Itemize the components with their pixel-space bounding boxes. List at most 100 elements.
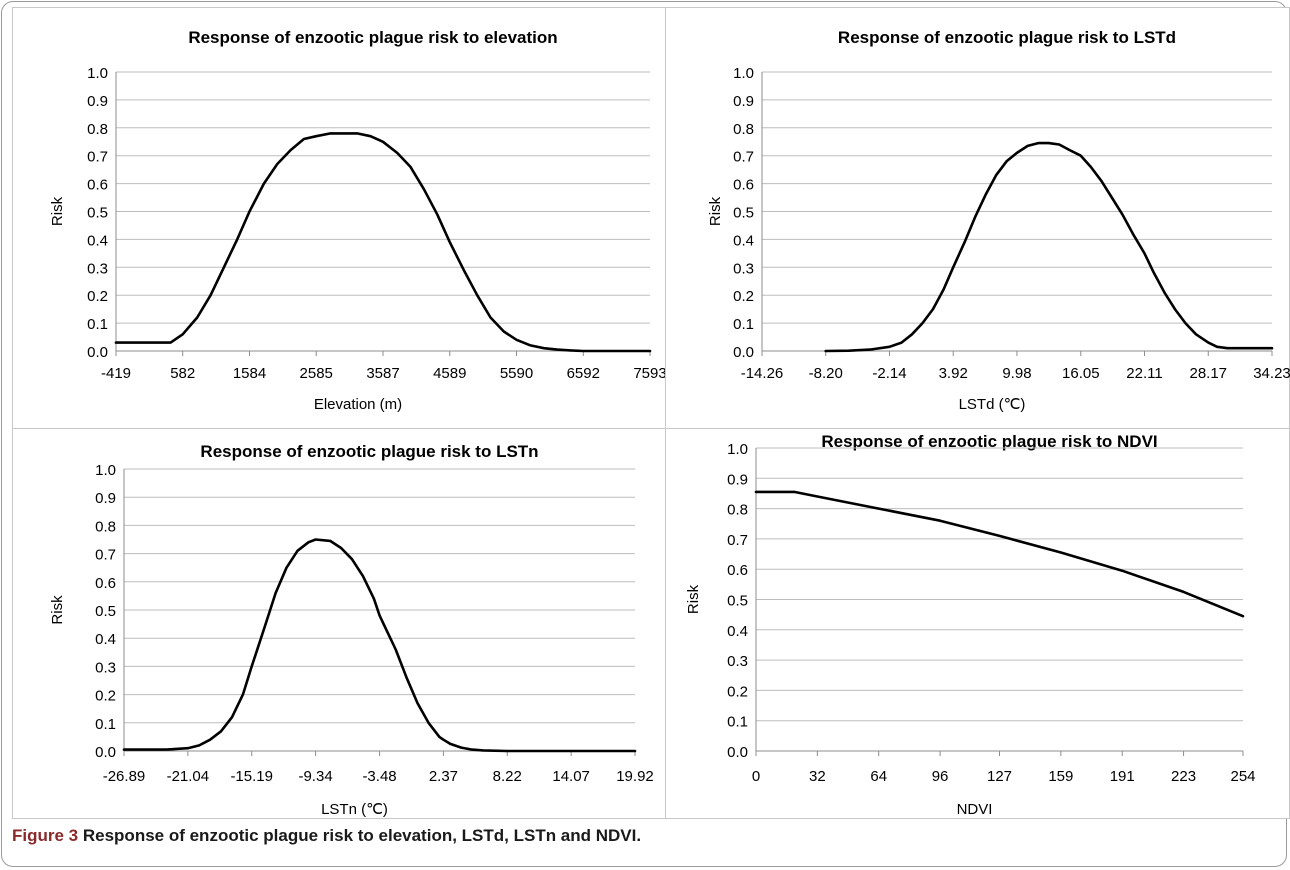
y-tick-label-lstn-9: 0.9 xyxy=(95,490,116,507)
y-tick-label-ndvi-4: 0.4 xyxy=(727,623,748,640)
chart-svg-lstn: Response of enzootic plague risk to LSTn… xyxy=(49,442,654,818)
x-tick-label-lstd-4: 9.98 xyxy=(1002,365,1031,382)
y-tick-label-elevation-10: 1.0 xyxy=(87,65,108,82)
y-axis-label-lstd: Risk xyxy=(707,196,724,226)
x-tick-label-elevation-5: 4589 xyxy=(433,365,466,382)
x-tick-label-lstn-0: -26.89 xyxy=(103,768,146,785)
chart-panel-ndvi: Response of enzootic plague risk to NDVI… xyxy=(665,428,1290,819)
chart-title-lstd: Response of enzootic plague risk to LSTd xyxy=(838,28,1176,47)
y-tick-label-elevation-0: 0.0 xyxy=(87,344,108,361)
y-tick-label-lstd-1: 0.1 xyxy=(733,316,754,333)
x-tick-label-lstn-6: 8.22 xyxy=(493,768,522,785)
x-tick-label-elevation-3: 2585 xyxy=(300,365,333,382)
x-axis-label-elevation: Elevation (m) xyxy=(314,396,402,413)
y-tick-label-lstn-0: 0.0 xyxy=(95,744,116,761)
x-tick-label-elevation-0: -419 xyxy=(101,365,131,382)
x-tick-label-elevation-1: 582 xyxy=(170,365,195,382)
figure-caption: Figure 3 Response of enzootic plague ris… xyxy=(12,826,641,846)
x-tick-label-elevation-4: 3587 xyxy=(366,365,399,382)
y-tick-label-lstd-10: 1.0 xyxy=(733,65,754,82)
x-tick-label-elevation-7: 6592 xyxy=(567,365,600,382)
chart-title-elevation: Response of enzootic plague risk to elev… xyxy=(188,28,557,47)
chart-title-ndvi: Response of enzootic plague risk to NDVI xyxy=(821,432,1157,451)
x-tick-label-ndvi-8: 254 xyxy=(1230,768,1255,785)
y-tick-label-ndvi-5: 0.5 xyxy=(727,593,748,610)
y-tick-label-lstn-6: 0.6 xyxy=(95,575,116,592)
y-tick-label-lstn-10: 1.0 xyxy=(95,462,116,479)
y-tick-label-elevation-1: 0.1 xyxy=(87,316,108,333)
x-tick-label-lstn-8: 19.92 xyxy=(616,768,654,785)
y-tick-label-lstn-5: 0.5 xyxy=(95,603,116,620)
chart-title-lstn: Response of enzootic plague risk to LSTn xyxy=(200,442,538,461)
x-tick-label-ndvi-2: 64 xyxy=(870,768,887,785)
y-tick-label-ndvi-1: 0.1 xyxy=(727,714,748,731)
y-tick-label-elevation-4: 0.4 xyxy=(87,232,108,249)
y-tick-label-elevation-2: 0.2 xyxy=(87,288,108,305)
y-tick-label-elevation-7: 0.7 xyxy=(87,149,108,166)
y-tick-label-lstd-3: 0.3 xyxy=(733,260,754,277)
y-axis-label-elevation: Risk xyxy=(49,196,66,226)
y-tick-label-ndvi-7: 0.7 xyxy=(727,532,748,549)
y-tick-label-ndvi-6: 0.6 xyxy=(727,562,748,579)
x-tick-label-ndvi-3: 96 xyxy=(932,768,949,785)
y-tick-label-lstn-3: 0.3 xyxy=(95,659,116,676)
y-tick-label-ndvi-8: 0.8 xyxy=(727,502,748,519)
y-tick-label-elevation-9: 0.9 xyxy=(87,93,108,110)
x-tick-label-ndvi-4: 127 xyxy=(987,768,1012,785)
series-line-lstn-0 xyxy=(122,538,637,753)
caption-text: Response of enzootic plague risk to elev… xyxy=(82,826,642,845)
x-tick-label-lstn-1: -21.04 xyxy=(167,768,210,785)
x-tick-label-elevation-8: 7593 xyxy=(633,365,666,382)
x-tick-label-lstn-5: 2.37 xyxy=(429,768,458,785)
x-tick-label-ndvi-0: 0 xyxy=(752,768,760,785)
y-tick-label-lstd-5: 0.5 xyxy=(733,205,754,222)
y-tick-label-elevation-6: 0.6 xyxy=(87,177,108,194)
y-tick-label-lstn-2: 0.2 xyxy=(95,688,116,705)
y-tick-label-lstn-4: 0.4 xyxy=(95,631,116,648)
y-tick-label-ndvi-10: 1.0 xyxy=(727,441,748,458)
series-line-elevation-0 xyxy=(114,132,652,353)
y-tick-label-elevation-8: 0.8 xyxy=(87,121,108,138)
y-tick-label-elevation-3: 0.3 xyxy=(87,260,108,277)
x-tick-label-lstd-0: -14.26 xyxy=(741,365,784,382)
x-axis-label-ndvi: NDVI xyxy=(957,801,993,818)
y-axis-label-lstn: Risk xyxy=(49,595,66,625)
y-tick-label-lstn-1: 0.1 xyxy=(95,716,116,733)
x-tick-label-lstn-4: -3.48 xyxy=(362,768,396,785)
chart-svg-elevation: Response of enzootic plague risk to elev… xyxy=(49,28,667,413)
y-tick-label-lstd-8: 0.8 xyxy=(733,121,754,138)
chart-panel-elevation: Response of enzootic plague risk to elev… xyxy=(12,7,667,429)
y-tick-label-lstd-9: 0.9 xyxy=(733,93,754,110)
x-tick-label-ndvi-1: 32 xyxy=(809,768,826,785)
y-tick-label-ndvi-9: 0.9 xyxy=(727,471,748,488)
x-tick-label-lstd-7: 28.17 xyxy=(1189,365,1227,382)
y-tick-label-lstd-2: 0.2 xyxy=(733,288,754,305)
x-tick-label-lstn-3: -9.34 xyxy=(298,768,332,785)
y-tick-label-lstd-0: 0.0 xyxy=(733,344,754,361)
x-tick-label-ndvi-6: 191 xyxy=(1110,768,1135,785)
chart-svg-ndvi: Response of enzootic plague risk to NDVI… xyxy=(685,432,1256,818)
x-tick-label-lstn-2: -15.19 xyxy=(230,768,273,785)
y-tick-label-lstd-4: 0.4 xyxy=(733,232,754,249)
y-tick-label-lstn-8: 0.8 xyxy=(95,518,116,535)
x-axis-label-lstd: LSTd (℃) xyxy=(959,396,1026,413)
y-tick-label-lstn-7: 0.7 xyxy=(95,547,116,564)
y-tick-label-ndvi-2: 0.2 xyxy=(727,683,748,700)
y-tick-label-ndvi-0: 0.0 xyxy=(727,744,748,761)
chart-svg-lstd: Response of enzootic plague risk to LSTd… xyxy=(707,28,1290,413)
y-tick-label-lstd-6: 0.6 xyxy=(733,177,754,194)
x-tick-label-lstd-5: 16.05 xyxy=(1062,365,1100,382)
series-line-lstd-0 xyxy=(824,141,1274,353)
y-axis-label-ndvi: Risk xyxy=(685,584,702,614)
x-tick-label-elevation-2: 1584 xyxy=(233,365,266,382)
x-axis-label-lstn: LSTn (℃) xyxy=(321,801,388,818)
x-tick-label-lstd-3: 3.92 xyxy=(939,365,968,382)
x-tick-label-lstd-2: -2.14 xyxy=(872,365,906,382)
caption-label: Figure 3 xyxy=(12,826,79,845)
x-tick-label-lstd-1: -8.20 xyxy=(809,365,843,382)
y-tick-label-lstd-7: 0.7 xyxy=(733,149,754,166)
chart-panel-lstd: Response of enzootic plague risk to LSTd… xyxy=(665,7,1290,429)
figure-grid: Response of enzootic plague risk to elev… xyxy=(12,7,1290,819)
x-tick-label-ndvi-7: 223 xyxy=(1171,768,1196,785)
